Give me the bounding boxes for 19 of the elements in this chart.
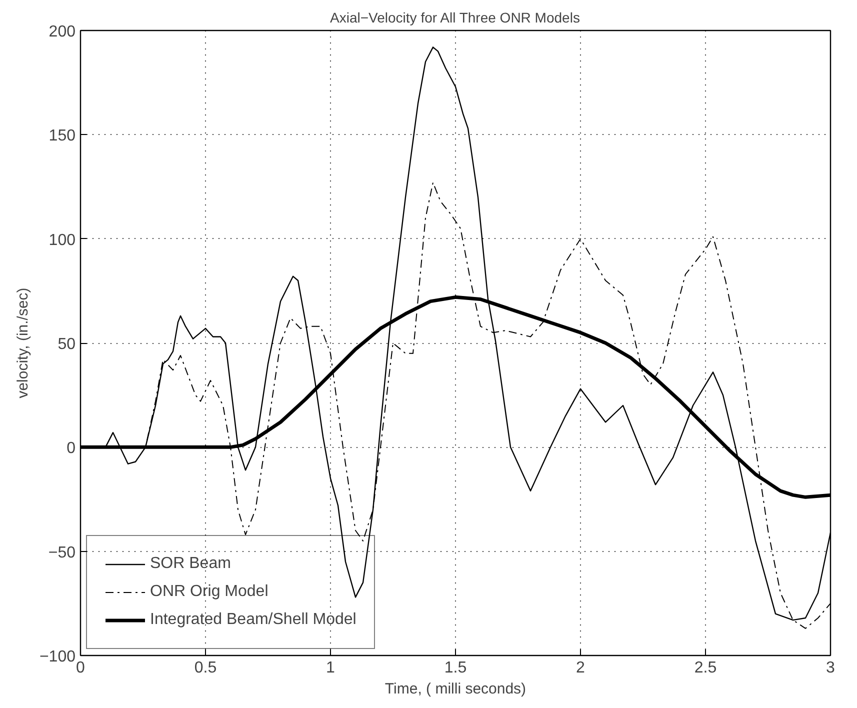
- x-tick-label: 1.5: [444, 660, 467, 676]
- legend-label: ONR Orig Model: [150, 583, 268, 601]
- x-tick-label: 2.5: [694, 660, 717, 676]
- x-tick-label: 1: [326, 660, 336, 676]
- legend-label: SOR Beam: [150, 555, 231, 573]
- x-tick-label: 2: [576, 660, 586, 676]
- y-tick-label: 0: [66, 440, 76, 458]
- y-tick-label: −100: [39, 648, 76, 666]
- y-tick-label: 150: [48, 128, 76, 145]
- legend-label: Integrated Beam/Shell Model: [150, 611, 356, 629]
- chart-title: Axial−Velocity for All Three ONR Models: [330, 10, 580, 26]
- y-axis-title: velocity, (in./sec): [14, 288, 32, 398]
- x-tick-label: 3: [826, 660, 836, 676]
- y-tick-label: 50: [58, 336, 76, 353]
- x-axis-title: Time, ( milli seconds): [384, 680, 526, 698]
- y-tick-label: 100: [48, 232, 76, 249]
- y-tick-label: 200: [48, 24, 76, 40]
- y-tick-label: −50: [48, 544, 76, 562]
- x-tick-label: 0.5: [194, 660, 217, 676]
